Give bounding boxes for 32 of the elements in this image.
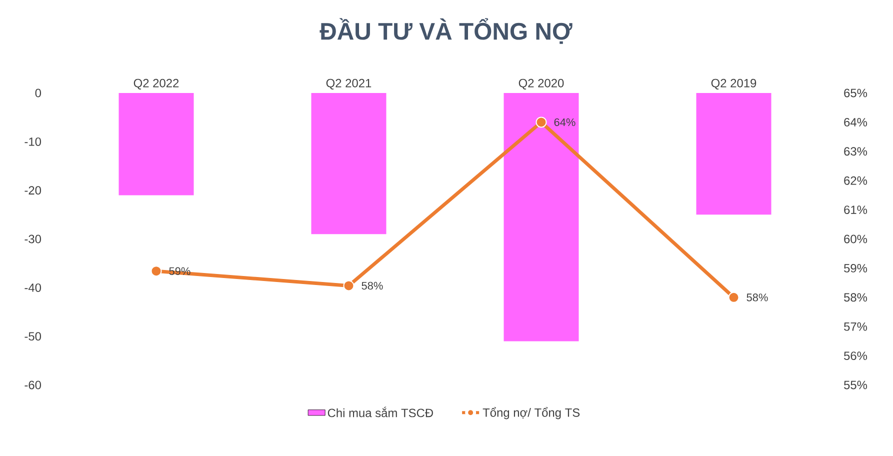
y2-tick-label: 55% [844, 380, 868, 390]
x-tick-label: Q2 2022 [134, 78, 179, 90]
y-tick-label: 0 [35, 88, 42, 98]
data-label: 58% [746, 294, 768, 302]
y2-tick-label: 65% [844, 88, 868, 98]
y-tick-label: -30 [24, 234, 42, 244]
y-tick-label: -60 [24, 380, 42, 390]
point [536, 116, 547, 128]
y2-tick-label: 60% [844, 234, 868, 244]
x-tick-label: Q2 2019 [711, 78, 756, 90]
data-label: 58% [362, 282, 383, 290]
y2-tick-label: 63% [844, 147, 868, 156]
legend-label: Tổng nợ/ Tổng TS [482, 407, 580, 420]
y-tick-label: -10 [24, 137, 42, 146]
point [343, 280, 354, 292]
y-tick-label: -50 [24, 332, 42, 341]
y2-tick-label: 56% [844, 352, 868, 360]
x-tick-label: Q2 2021 [326, 78, 372, 90]
point [150, 266, 162, 277]
y2-tick-label: 58% [844, 293, 868, 302]
y2-tick-label: 59% [844, 264, 868, 272]
y2-tick-label: 57% [844, 322, 868, 331]
y2-tick-label: 62% [844, 176, 868, 185]
chart-title: ĐẦU TƯ VÀ TỔNG NỢ [320, 18, 572, 44]
point [728, 292, 740, 303]
y2-tick-label: 64% [844, 118, 868, 126]
y2-tick-label: 61% [844, 206, 868, 214]
data-label: 64% [554, 118, 576, 126]
x-tick-label: Q2 2020 [518, 78, 564, 90]
y-tick-label: -20 [24, 186, 42, 195]
legend-label: Chi mua sắm TSCĐ [328, 406, 433, 418]
y-tick-label: -40 [24, 283, 42, 292]
